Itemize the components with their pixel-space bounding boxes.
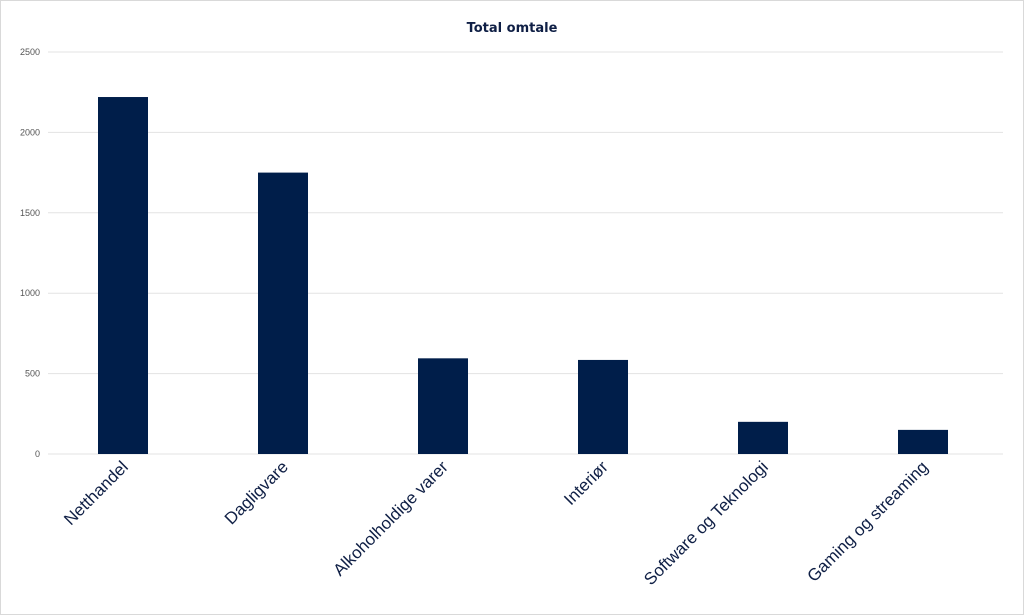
bar[interactable]	[98, 97, 148, 455]
x-tick-label: Dagligvare	[221, 457, 292, 528]
bar[interactable]	[898, 429, 948, 454]
y-tick-label: 0	[35, 449, 40, 459]
y-tick-label: 1000	[20, 288, 40, 298]
y-tick-label: 2500	[20, 47, 40, 57]
x-tick-label: Interiør	[560, 457, 612, 509]
y-tick-label: 2000	[20, 127, 40, 137]
x-tick-label: Netthandel	[60, 457, 132, 529]
bars	[98, 97, 948, 455]
x-tick-label: Software og Teknologi	[640, 457, 771, 588]
gridlines	[48, 51, 1003, 455]
bar[interactable]	[258, 172, 308, 454]
x-axis-ticks: Netthandel Dagligvare Alkoholholdige varer…	[60, 457, 932, 589]
y-tick-label: 500	[25, 369, 40, 379]
y-tick-label: 1500	[20, 208, 40, 218]
bar[interactable]	[738, 421, 788, 454]
chart-title: Total omtale	[467, 21, 558, 36]
bar[interactable]	[578, 359, 628, 454]
x-tick-label: Gaming og streaming	[803, 457, 931, 585]
x-tick-label: Alkoholholdige varer	[329, 457, 452, 580]
bar[interactable]	[418, 358, 468, 454]
y-axis-ticks: 0 500 1000 1500 2000 2500	[20, 47, 40, 459]
